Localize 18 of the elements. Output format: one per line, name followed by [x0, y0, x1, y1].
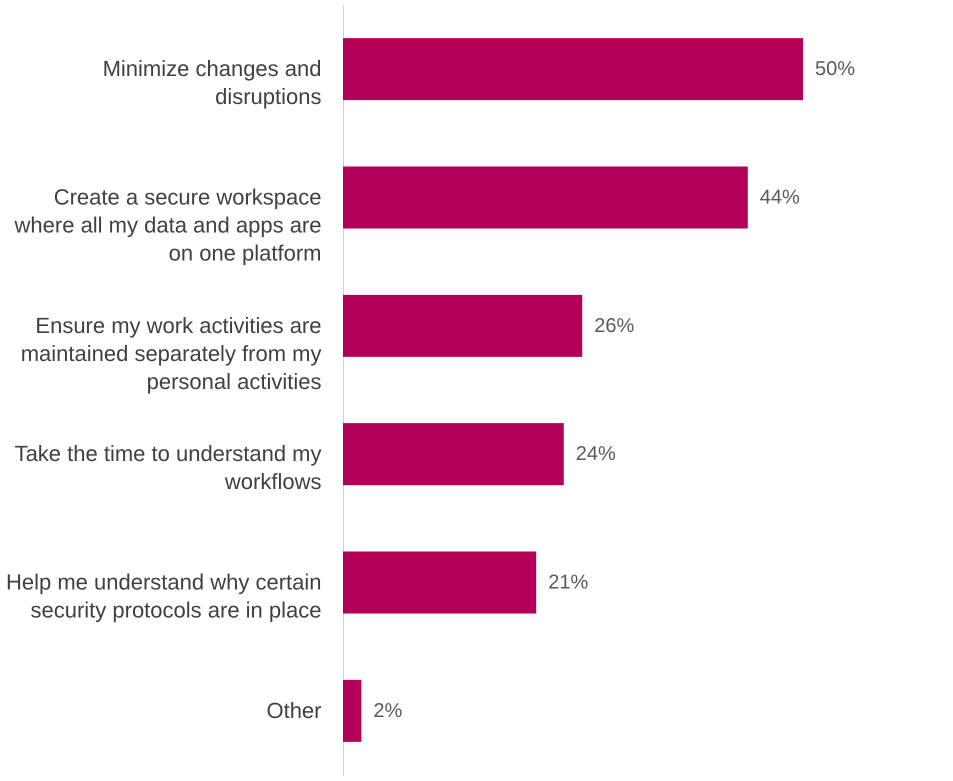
- data-label: 24%: [576, 443, 616, 466]
- bar: [343, 680, 362, 742]
- y-tick-label: Create a secure workspace where all my data and apps are on one platform: [14, 184, 322, 266]
- bar: [343, 294, 582, 357]
- data-label: 21%: [548, 572, 588, 594]
- data-label: 44%: [760, 186, 800, 208]
- y-tick-label: Take the time to understand my workflows: [14, 441, 322, 494]
- data-label: 50%: [815, 58, 856, 80]
- y-tick-label: Other: [266, 698, 322, 723]
- y-tick-label: Minimize changes and disruptions: [102, 56, 322, 110]
- y-tick-label: Help me understand why certain security protocols are in place: [6, 570, 322, 622]
- bar: [343, 552, 536, 614]
- bar: [343, 38, 803, 100]
- y-tick-label: Ensure my work activities are maintained separately from my personal activities: [20, 312, 322, 394]
- data-label: 26%: [594, 314, 634, 337]
- bar: [343, 166, 748, 228]
- data-label: 2%: [373, 700, 403, 722]
- bar: [343, 423, 564, 486]
